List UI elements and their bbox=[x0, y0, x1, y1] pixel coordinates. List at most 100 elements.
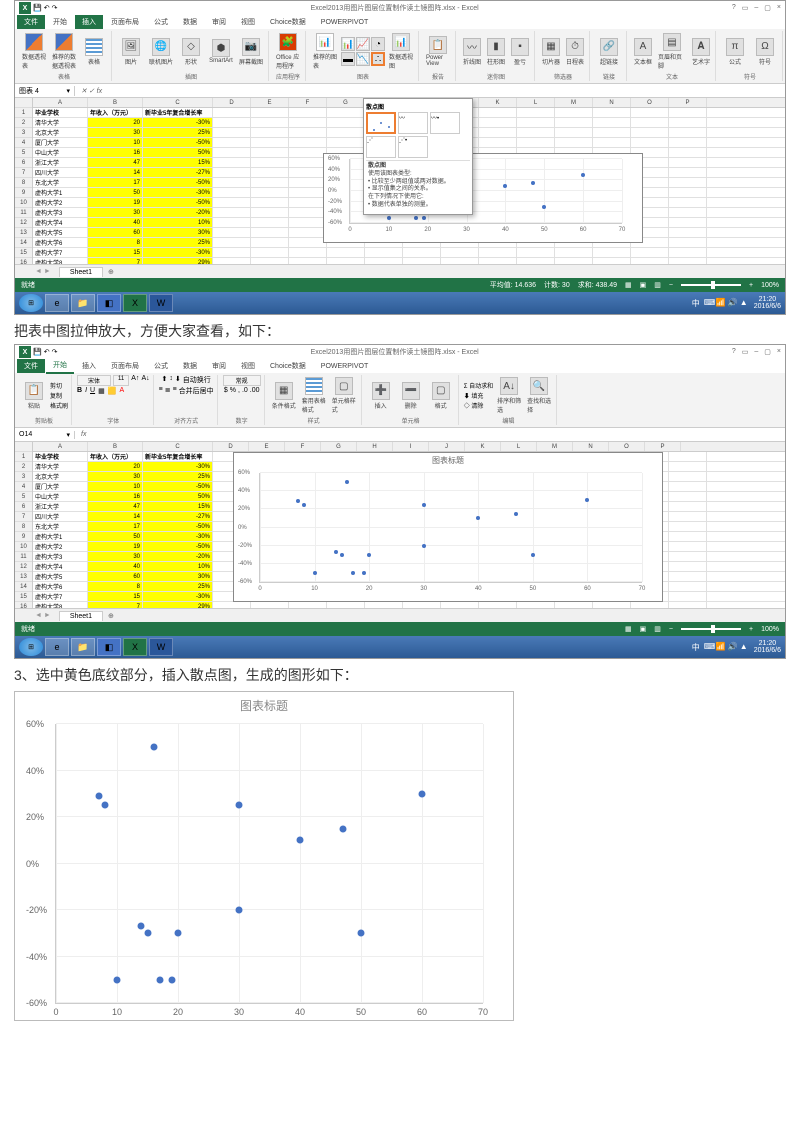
tab-file[interactable]: 文件 bbox=[17, 359, 45, 373]
row-header[interactable]: 14 bbox=[15, 238, 32, 248]
taskbar-excel-icon[interactable]: X bbox=[123, 638, 147, 656]
equation-button[interactable]: π公式 bbox=[721, 37, 749, 67]
view-normal-icon[interactable]: ▦ bbox=[625, 281, 632, 289]
qat-save-icon[interactable]: 💾 bbox=[33, 4, 42, 12]
col-header[interactable]: N bbox=[573, 442, 609, 451]
tab-layout[interactable]: 页面布局 bbox=[104, 359, 146, 373]
table-cell[interactable]: 17 bbox=[88, 522, 143, 531]
row-header[interactable]: 15 bbox=[15, 248, 32, 258]
table-cell[interactable]: 30 bbox=[88, 128, 143, 137]
view-layout-icon[interactable]: ▣ bbox=[640, 281, 647, 289]
view-layout-icon[interactable]: ▣ bbox=[640, 625, 647, 633]
table-cell[interactable]: 16 bbox=[88, 492, 143, 501]
zoom-label[interactable]: 100% bbox=[761, 282, 779, 289]
row-header[interactable]: 10 bbox=[15, 542, 32, 552]
row-header[interactable]: 5 bbox=[15, 148, 32, 158]
table-cell[interactable]: 60 bbox=[88, 228, 143, 237]
clock[interactable]: 21:20 bbox=[754, 640, 781, 647]
shapes-button[interactable]: ◇形状 bbox=[177, 37, 205, 67]
row-header[interactable]: 5 bbox=[15, 492, 32, 502]
table-cell[interactable]: 虚构大学1 bbox=[33, 532, 88, 541]
paste-button[interactable]: 📋粘贴 bbox=[20, 381, 48, 411]
row-header[interactable]: 13 bbox=[15, 228, 32, 238]
table-cell[interactable]: -27% bbox=[143, 512, 213, 521]
line-chart-icon[interactable]: 📈 bbox=[356, 37, 370, 51]
scatter-chart-icon[interactable]: ∴ bbox=[371, 52, 385, 66]
table-cell[interactable]: 虚构大学2 bbox=[33, 198, 88, 207]
start-button[interactable]: ⊞ bbox=[19, 294, 43, 312]
table-header-cell[interactable]: 新毕业5年复合增长率 bbox=[143, 108, 213, 117]
tab-file[interactable]: 文件 bbox=[17, 15, 45, 29]
taskbar-ie-icon[interactable]: e bbox=[45, 638, 69, 656]
view-break-icon[interactable]: ▥ bbox=[654, 625, 661, 633]
tray-flag-icon[interactable]: ▲ bbox=[740, 298, 750, 308]
increase-font-icon[interactable]: A↑ bbox=[131, 375, 139, 386]
col-header[interactable]: P bbox=[645, 442, 681, 451]
tab-formulas[interactable]: 公式 bbox=[147, 15, 175, 29]
tray-sound-icon[interactable]: 🔊 bbox=[728, 298, 738, 308]
add-sheet-button[interactable]: ⊕ bbox=[103, 268, 119, 276]
table-cell[interactable]: 10 bbox=[88, 138, 143, 147]
table-cell[interactable]: 30% bbox=[143, 228, 213, 237]
tab-view[interactable]: 视图 bbox=[234, 359, 262, 373]
zoom-in-icon[interactable]: + bbox=[749, 626, 753, 633]
taskbar-ie-icon[interactable]: e bbox=[45, 294, 69, 312]
row-header[interactable]: 12 bbox=[15, 562, 32, 572]
table-cell[interactable]: 50 bbox=[88, 532, 143, 541]
col-header[interactable]: F bbox=[285, 442, 321, 451]
row-header[interactable]: 7 bbox=[15, 512, 32, 522]
col-header[interactable]: E bbox=[249, 442, 285, 451]
table-cell[interactable]: 40 bbox=[88, 562, 143, 571]
col-header[interactable]: B bbox=[88, 98, 143, 107]
tab-powerpivot[interactable]: POWERPIVOT bbox=[314, 17, 375, 28]
cut-button[interactable]: 剪切 bbox=[50, 381, 68, 390]
row-header[interactable]: 1 bbox=[15, 452, 32, 462]
table-cell[interactable]: 30 bbox=[88, 208, 143, 217]
row-header[interactable]: 6 bbox=[15, 158, 32, 168]
table-header-cell[interactable]: 毕业学校 bbox=[33, 108, 88, 117]
cond-format-button[interactable]: ▦条件格式 bbox=[270, 381, 298, 411]
table-cell[interactable]: 40 bbox=[88, 218, 143, 227]
table-cell[interactable]: -50% bbox=[143, 522, 213, 531]
taskbar-word-icon[interactable]: W bbox=[149, 638, 173, 656]
table-cell[interactable]: 25% bbox=[143, 128, 213, 137]
taskbar-excel-icon[interactable]: X bbox=[123, 294, 147, 312]
table-cell[interactable]: 虚构大学6 bbox=[33, 238, 88, 247]
table-cell[interactable]: 14 bbox=[88, 512, 143, 521]
table-cell[interactable]: 虚构大学6 bbox=[33, 582, 88, 591]
table-cell[interactable]: 15% bbox=[143, 502, 213, 511]
close-icon[interactable]: × bbox=[777, 4, 781, 12]
format-painter-button[interactable]: 格式刷 bbox=[50, 401, 68, 410]
align-right-icon[interactable]: ≡ bbox=[173, 386, 177, 396]
align-center-icon[interactable]: ≣ bbox=[165, 386, 171, 396]
clear-button[interactable]: ◇ 清除 bbox=[464, 401, 493, 410]
taskbar-word-icon[interactable]: W bbox=[149, 294, 173, 312]
sheet-tab[interactable]: Sheet1 bbox=[59, 267, 103, 277]
table-cell[interactable]: 虚构大学7 bbox=[33, 248, 88, 257]
table-cell[interactable]: -30% bbox=[143, 532, 213, 541]
row-header[interactable]: 15 bbox=[15, 592, 32, 602]
tab-insert[interactable]: 插入 bbox=[75, 15, 103, 29]
table-cell[interactable]: 厦门大学 bbox=[33, 138, 88, 147]
row-header[interactable]: 11 bbox=[15, 552, 32, 562]
help-icon[interactable]: ? bbox=[732, 4, 736, 12]
table-cell[interactable]: 浙江大学 bbox=[33, 502, 88, 511]
table-cell[interactable]: 50% bbox=[143, 148, 213, 157]
wrap-button[interactable]: 自动换行 bbox=[183, 375, 211, 385]
align-left-icon[interactable]: ≡ bbox=[159, 386, 163, 396]
header-footer-button[interactable]: ▤页眉和页脚 bbox=[656, 32, 688, 71]
col-header[interactable]: G bbox=[327, 98, 365, 107]
scatter-option-lines-markers[interactable]: ⋰• bbox=[398, 136, 428, 158]
table-cell[interactable]: 29% bbox=[143, 258, 213, 264]
qat-undo-icon[interactable]: ↶ bbox=[44, 4, 50, 12]
zoom-in-icon[interactable]: + bbox=[749, 282, 753, 289]
row-header[interactable]: 10 bbox=[15, 198, 32, 208]
table-cell[interactable]: 四川大学 bbox=[33, 512, 88, 521]
table-cell[interactable]: 20 bbox=[88, 462, 143, 471]
table-cell[interactable]: 15% bbox=[143, 158, 213, 167]
col-header[interactable]: J bbox=[429, 442, 465, 451]
underline-button[interactable]: U bbox=[90, 387, 95, 395]
tab-formulas[interactable]: 公式 bbox=[147, 359, 175, 373]
screenshot-button[interactable]: 📷屏幕截图 bbox=[237, 37, 265, 67]
table-cell[interactable]: 北京大学 bbox=[33, 128, 88, 137]
